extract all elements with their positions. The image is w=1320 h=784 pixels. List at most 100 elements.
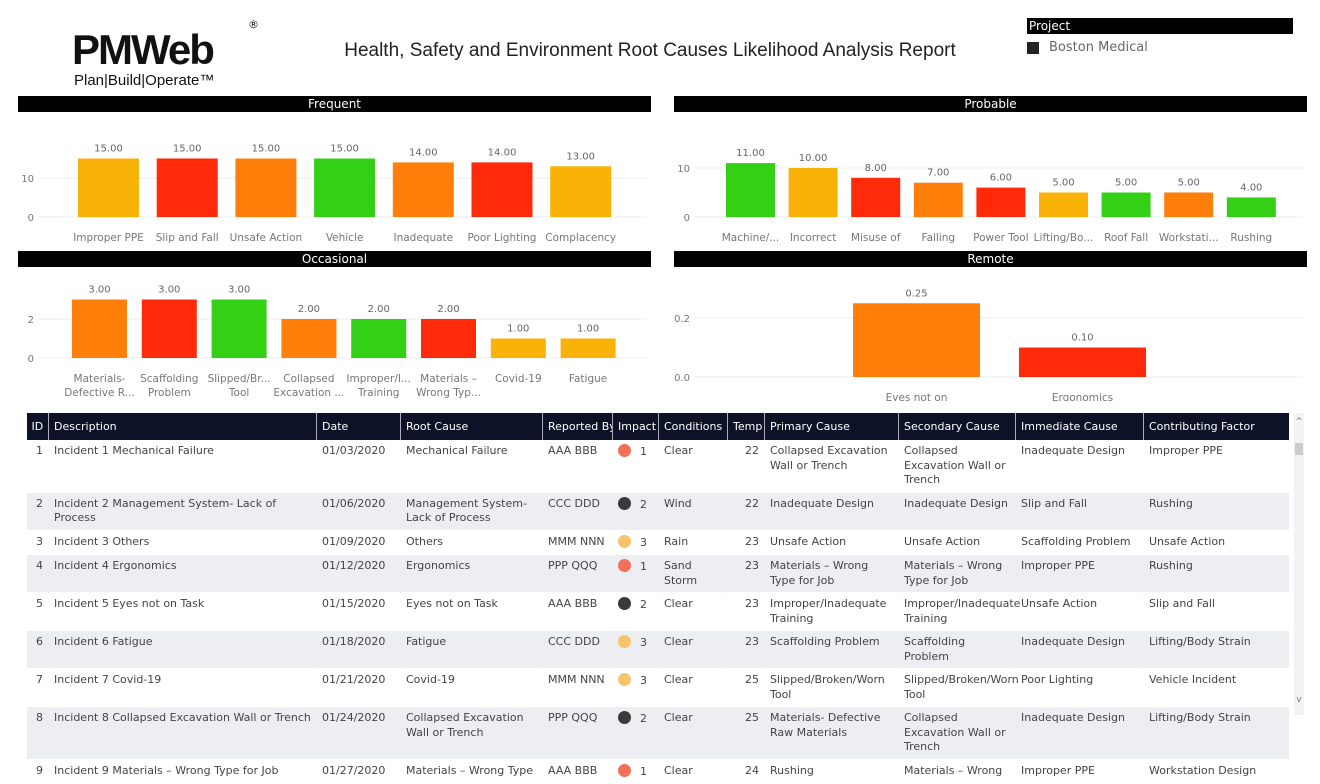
bar[interactable] xyxy=(788,168,838,217)
impact-indicator-icon xyxy=(618,496,631,510)
chart-title: Remote xyxy=(674,251,1307,267)
impact-indicator-icon xyxy=(618,635,631,648)
table-cell: AAA BBB xyxy=(548,444,598,457)
bar[interactable] xyxy=(1101,192,1151,218)
x-tick-label: Misuse ofLadder xyxy=(851,232,901,246)
table-cell: 3 xyxy=(613,530,659,555)
data-label: 5.00 xyxy=(1115,178,1137,189)
bar[interactable] xyxy=(1164,192,1214,218)
bar[interactable] xyxy=(490,338,546,359)
column-header[interactable]: Secondary Cause xyxy=(898,413,1016,440)
scroll-down-icon[interactable]: v xyxy=(1296,695,1302,705)
column-header[interactable]: Reported By xyxy=(542,413,613,440)
column-header[interactable]: Root Cause xyxy=(400,413,543,440)
bar[interactable] xyxy=(913,182,963,217)
bar[interactable] xyxy=(235,158,297,218)
table-row[interactable]: 3 Incident 3 Others 01/09/2020 Others MMM NN… xyxy=(26,530,1289,555)
table-cell: Materials- Defective Raw Materials xyxy=(764,706,899,759)
column-header[interactable]: Description xyxy=(48,413,317,440)
bar[interactable] xyxy=(351,319,407,358)
column-header[interactable]: Date xyxy=(316,413,401,440)
bar[interactable] xyxy=(314,158,376,218)
chart-plot: 0 10 11.00 Machine/...– Incorrec... 10.00 Inc… xyxy=(677,148,1302,246)
table-cell: Materials – Wrong Type for Job xyxy=(764,554,899,593)
bar[interactable] xyxy=(156,158,218,218)
bar[interactable] xyxy=(211,299,267,359)
table-cell: 1 xyxy=(613,440,659,492)
bar[interactable] xyxy=(141,299,197,359)
scrollbar-thumb[interactable] xyxy=(1295,443,1303,455)
table-row[interactable]: 2 Incident 2 Management System- Lack of P… xyxy=(26,492,1289,530)
column-header[interactable]: Conditions xyxy=(658,413,728,440)
x-tick-label: Improper/I... Training xyxy=(346,373,411,399)
column-header[interactable]: Contributing Factor xyxy=(1143,413,1289,440)
y-tick-label: 10 xyxy=(677,164,690,175)
scroll-up-icon[interactable]: ^ xyxy=(1295,417,1303,427)
table-cell: Collapsed Excavation Wall or Trench xyxy=(898,706,1016,759)
bar[interactable] xyxy=(392,162,454,217)
table-cell: Materials – Wrong Type xyxy=(406,763,534,777)
x-tick-label: Roof Fall xyxy=(1104,232,1148,244)
column-header[interactable]: ID xyxy=(26,413,49,440)
data-label: 7.00 xyxy=(927,168,949,179)
y-tick-label: 0 xyxy=(684,213,690,224)
table-cell: Incident 7 Covid-19 xyxy=(54,673,162,686)
table-cell: Rushing xyxy=(1143,554,1289,593)
table-scrollbar[interactable]: ^ v xyxy=(1294,413,1304,715)
data-label: 3.00 xyxy=(228,285,250,296)
bar[interactable] xyxy=(851,177,901,217)
table-header: ID Description Date Root Cause Reported By Im… xyxy=(26,413,1289,440)
table-cell: Inadequate Design xyxy=(1021,444,1125,457)
bar[interactable] xyxy=(72,299,127,359)
project-slicer: Project Boston Medical xyxy=(1027,18,1293,55)
table-cell: Sand Storm xyxy=(658,554,728,593)
table-cell: 6 xyxy=(26,630,49,669)
bar[interactable] xyxy=(1226,197,1276,217)
table-cell: 24 xyxy=(745,763,759,777)
table-cell: 23 xyxy=(745,597,759,610)
column-header[interactable]: Immediate Cause xyxy=(1015,413,1144,440)
project-option[interactable]: Boston Medical xyxy=(1027,40,1293,55)
chart-title: Occasional xyxy=(18,251,651,267)
table-row[interactable]: 8 Incident 8 Collapsed Excavation Wall or… xyxy=(26,706,1289,759)
table-cell: Slipped/Broken/Worn Tool xyxy=(904,673,1019,701)
table-cell: Clear xyxy=(664,673,693,686)
data-label: 10.00 xyxy=(799,153,828,164)
bar[interactable] xyxy=(726,163,775,217)
bar[interactable] xyxy=(1019,347,1146,378)
table-cell: Improper PPE xyxy=(1021,763,1095,777)
table-cell: Scaffolding Problem xyxy=(1021,534,1131,548)
table-cell: AAA BBB xyxy=(548,763,598,777)
table-row[interactable]: 4 Incident 4 Ergonomics 01/12/2020 Ergonomi… xyxy=(26,554,1289,593)
occasional-chart: Occasional 0 2 3.00 Materials-Defective R..… xyxy=(18,251,651,401)
bar[interactable] xyxy=(281,319,337,358)
table-row[interactable]: 6 Incident 6 Fatigue 01/18/2020 Fatigue CCC … xyxy=(26,630,1289,669)
table-cell: Others xyxy=(406,534,443,548)
table-cell: 01/09/2020 xyxy=(322,534,386,548)
bar[interactable] xyxy=(1039,192,1088,218)
table-row[interactable]: 5 Incident 5 Eyes not on Task 01/15/2020 Ey… xyxy=(26,593,1289,631)
table-cell: 3 xyxy=(612,630,659,669)
column-header[interactable]: Impact xyxy=(612,413,659,440)
table-cell: 2 xyxy=(612,492,659,530)
column-header[interactable]: Primary Cause xyxy=(764,413,899,440)
table-row[interactable]: 7 Incident 7 Covid-19 01/21/2020 Covid-19 MM… xyxy=(26,669,1289,707)
bar[interactable] xyxy=(550,166,612,217)
table-row[interactable]: 9 Incident 9 Materials – Wrong Type for J… xyxy=(26,759,1289,784)
bar[interactable] xyxy=(560,338,616,359)
bar[interactable] xyxy=(471,162,533,217)
bar[interactable] xyxy=(853,303,980,377)
table-row[interactable]: 1 Incident 1 Mechanical Failure 01/03/2020… xyxy=(26,440,1289,492)
bar[interactable] xyxy=(976,187,1026,217)
bar[interactable] xyxy=(78,158,139,218)
x-tick-label: Unsafe Action xyxy=(230,232,303,244)
x-tick-label: FallingHazard xyxy=(920,232,957,246)
bar[interactable] xyxy=(421,319,476,358)
checkbox-icon[interactable] xyxy=(1027,41,1039,54)
project-option-label: Boston Medical xyxy=(1049,40,1148,55)
x-tick-label: Power ToolAccident xyxy=(973,232,1028,246)
impact-indicator-icon xyxy=(618,597,631,610)
column-header[interactable]: Temp xyxy=(727,413,765,440)
data-label: 1.00 xyxy=(507,324,529,335)
